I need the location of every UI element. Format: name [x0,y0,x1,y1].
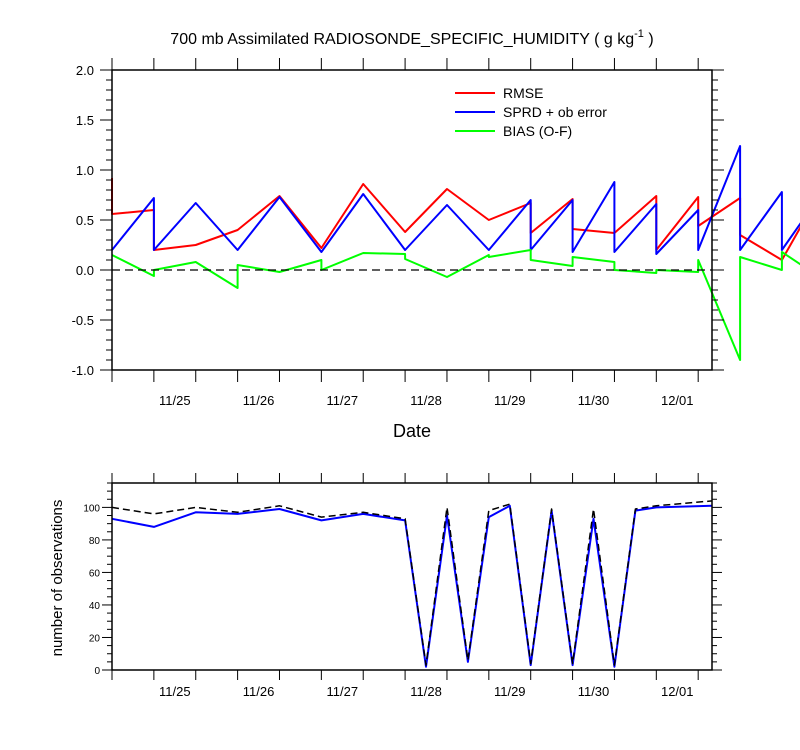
top-ytick-label: 0.0 [76,263,94,278]
y-axis-title-observations: number of observations [49,500,66,657]
bottom-axis-ticks: 0 20 40 60 80 100 11/25 11/26 11/27 11/28 11/29 11/… [83,473,722,699]
bottom-series-0 [111,504,713,668]
bottom-ytick-label: 60 [89,568,101,579]
bottom-xtick-label: 11/25 [159,684,191,699]
legend-label-0: RMSE [503,85,543,101]
bottom-series-1 [111,500,713,666]
top-ytick-label: 0.5 [76,213,94,228]
chart-title: 700 mb Assimilated RADIOSONDE_SPECIFIC_H… [170,28,653,48]
bottom-plot-frame [111,482,713,671]
bottom-ytick-label: 20 [89,633,101,644]
top-xtick-label: 11/30 [578,393,610,408]
bottom-ytick-label: 80 [89,536,101,547]
bottom-ytick-label: 100 [83,503,100,514]
top-series-1 [111,145,800,255]
top-panel: -1.0 -0.5 0.0 0.5 1.0 1.5 2.0 11/25 11/26 11/27 11… [72,58,800,441]
bottom-xtick-label: 11/26 [243,684,275,699]
bottom-panel: 0 20 40 60 80 100 11/25 11/26 11/27 11/28 11/29 11/… [49,473,722,699]
top-plot-frame [111,69,713,371]
top-ytick-label: 2.0 [76,63,94,78]
chart-title-superscript: -1 [634,28,644,40]
bottom-xtick-label: 11/27 [326,684,358,699]
top-axis-ticks: -1.0 -0.5 0.0 0.5 1.0 1.5 2.0 11/25 11/26 11/27 11… [72,58,724,408]
x-axis-title: Date [393,421,431,441]
top-ytick-label: -1.0 [72,363,94,378]
chart-title-main: 700 mb Assimilated RADIOSONDE_SPECIFIC_H… [170,31,634,48]
bottom-xtick-label: 12/01 [661,684,694,699]
chart-title-suffix: ) [644,31,654,48]
legend: RMSE SPRD + ob error BIAS (O-F) [455,85,607,139]
top-xtick-label: 11/25 [159,393,191,408]
bottom-series-group [111,500,713,668]
bottom-xtick-label: 11/30 [578,684,610,699]
top-ytick-label: 1.0 [76,163,94,178]
top-ytick-label: 1.5 [76,113,94,128]
bottom-xtick-label: 11/28 [410,684,442,699]
top-xtick-label: 11/29 [494,393,526,408]
top-xtick-label: 11/26 [243,393,275,408]
top-series-2 [111,249,800,361]
bottom-ytick-label: 40 [89,601,101,612]
bottom-ytick-label: 0 [94,666,100,677]
legend-label-2: BIAS (O-F) [503,123,572,139]
legend-label-1: SPRD + ob error [503,104,607,120]
top-xtick-label: 12/01 [661,393,694,408]
top-xtick-label: 11/27 [326,393,358,408]
top-ytick-label: -0.5 [72,313,94,328]
top-series-group [111,145,800,361]
bottom-xtick-label: 11/29 [494,684,526,699]
top-xtick-label: 11/28 [410,393,442,408]
